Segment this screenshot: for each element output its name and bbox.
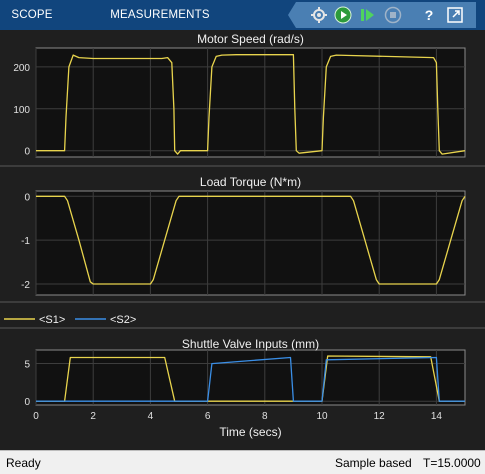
scope-toolbar: SCOPE MEASUREMENTS ? [0,0,485,30]
status-time: T=15.0000 [423,456,481,470]
toolbar-buttons: ? [296,2,476,28]
legend-label-1: <S1> [39,314,65,326]
legend-label-2: <S2> [110,314,136,326]
y-tick-label: 100 [13,105,30,116]
x-tick-label: 10 [316,411,328,422]
y-tick-label: 0 [24,192,30,203]
y-tick-label: 200 [13,63,30,74]
stop-icon[interactable] [384,6,402,24]
x-tick-label: 12 [374,411,386,422]
tab-measurements[interactable]: MEASUREMENTS [110,9,210,21]
configure-icon[interactable] [310,6,328,24]
svg-text:?: ? [425,7,434,23]
scope-plot-area: 0 100 200 Motor Speed (rad/s) -2 -1 0 Load Torq… [0,30,485,450]
x-tick-label: 2 [90,411,96,422]
x-tick-label: 6 [205,411,211,422]
chart-title: Motor Speed (rad/s) [197,32,304,46]
chart-title: Load Torque (N*m) [200,175,301,189]
x-tick-label: 0 [33,411,39,422]
series-line-3-2 [36,356,465,402]
axes-2 [35,190,466,296]
undock-icon[interactable] [446,6,464,24]
x-tick-label: 14 [431,411,443,422]
y-tick-label: -2 [21,280,30,291]
y-tick-label: 5 [24,360,30,371]
x-tick-label: 4 [148,411,154,422]
run-icon[interactable] [334,6,352,24]
y-tick-label: 0 [24,397,30,408]
toolbar-arrow [288,2,296,28]
chart-title: Shuttle Valve Inputs (mm) [182,337,319,351]
status-ready: Ready [6,456,41,470]
y-tick-label: 0 [24,147,30,158]
x-tick-label: 8 [262,411,268,422]
series-line-1-1 [36,54,466,155]
help-icon[interactable]: ? [420,6,438,24]
tab-scope[interactable]: SCOPE [11,9,53,21]
series-line-2-1 [36,195,466,285]
x-axis-label: Time (secs) [219,425,281,439]
y-tick-label: -1 [21,236,30,247]
step-forward-icon[interactable] [358,6,376,24]
status-mode: Sample based [335,456,412,470]
axes-1 [35,47,466,158]
status-bar: Ready Sample based T=15.0000 [0,450,485,474]
axes-3 [35,349,466,406]
